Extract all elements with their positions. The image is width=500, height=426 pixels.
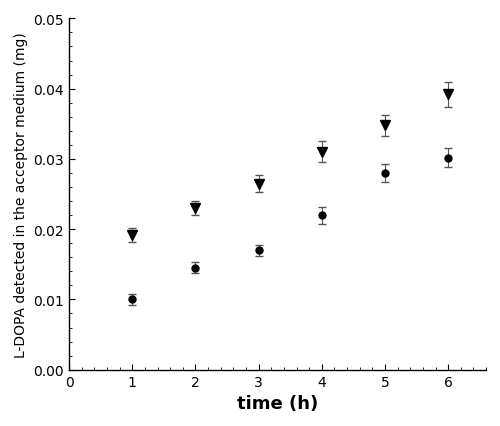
Y-axis label: L-DOPA detected in the acceptor medium (mg): L-DOPA detected in the acceptor medium (…	[14, 32, 28, 357]
X-axis label: time (h): time (h)	[237, 394, 318, 412]
